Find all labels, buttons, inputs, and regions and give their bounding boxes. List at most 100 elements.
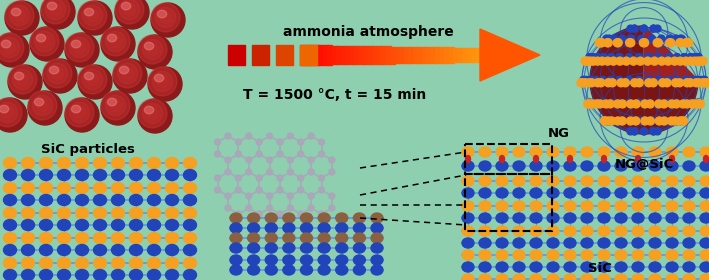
Ellipse shape xyxy=(21,158,35,169)
Ellipse shape xyxy=(115,0,149,29)
Circle shape xyxy=(627,128,634,135)
Circle shape xyxy=(584,100,593,108)
Circle shape xyxy=(627,25,634,32)
Ellipse shape xyxy=(615,188,627,198)
Circle shape xyxy=(608,117,615,125)
Bar xyxy=(376,46,381,64)
Circle shape xyxy=(625,54,632,61)
Circle shape xyxy=(647,100,654,108)
Circle shape xyxy=(613,100,622,108)
Ellipse shape xyxy=(101,27,130,56)
Ellipse shape xyxy=(598,176,610,186)
Ellipse shape xyxy=(78,65,112,99)
Circle shape xyxy=(287,169,294,175)
Circle shape xyxy=(621,79,630,87)
Ellipse shape xyxy=(30,27,64,61)
Circle shape xyxy=(687,99,694,106)
Ellipse shape xyxy=(666,201,678,211)
Circle shape xyxy=(625,76,632,83)
Ellipse shape xyxy=(601,155,606,162)
Ellipse shape xyxy=(86,74,99,85)
Bar xyxy=(453,48,458,62)
Circle shape xyxy=(625,39,634,47)
Ellipse shape xyxy=(30,27,59,56)
Circle shape xyxy=(686,79,694,87)
Ellipse shape xyxy=(700,226,709,236)
Ellipse shape xyxy=(533,155,539,162)
Ellipse shape xyxy=(111,220,125,230)
Ellipse shape xyxy=(247,243,259,253)
Circle shape xyxy=(656,54,662,61)
Ellipse shape xyxy=(700,262,709,272)
Ellipse shape xyxy=(0,105,9,113)
Circle shape xyxy=(593,79,602,87)
Ellipse shape xyxy=(0,98,27,132)
Circle shape xyxy=(656,54,662,61)
Bar xyxy=(394,46,399,64)
Circle shape xyxy=(681,99,688,106)
Circle shape xyxy=(277,211,283,217)
Ellipse shape xyxy=(530,176,542,186)
Circle shape xyxy=(587,76,594,83)
Circle shape xyxy=(674,76,681,83)
Circle shape xyxy=(698,57,706,65)
Ellipse shape xyxy=(184,169,196,181)
Circle shape xyxy=(598,57,606,65)
Ellipse shape xyxy=(371,255,383,265)
Circle shape xyxy=(594,99,601,106)
Ellipse shape xyxy=(105,95,125,116)
Ellipse shape xyxy=(157,76,169,87)
Circle shape xyxy=(267,169,272,175)
Ellipse shape xyxy=(649,250,661,260)
Ellipse shape xyxy=(111,258,125,269)
Circle shape xyxy=(287,133,294,139)
Circle shape xyxy=(666,39,674,47)
Circle shape xyxy=(589,99,596,106)
Ellipse shape xyxy=(1,40,11,48)
Ellipse shape xyxy=(283,243,295,253)
Ellipse shape xyxy=(94,207,106,218)
Circle shape xyxy=(674,54,681,61)
Ellipse shape xyxy=(547,176,559,186)
Ellipse shape xyxy=(230,223,242,233)
Ellipse shape xyxy=(34,31,55,52)
Circle shape xyxy=(666,39,675,47)
Circle shape xyxy=(688,76,696,83)
Circle shape xyxy=(701,76,708,83)
Ellipse shape xyxy=(165,244,179,255)
Ellipse shape xyxy=(40,207,52,218)
Circle shape xyxy=(616,57,624,65)
Bar xyxy=(390,46,395,64)
Circle shape xyxy=(246,205,252,211)
Ellipse shape xyxy=(318,223,330,233)
Ellipse shape xyxy=(462,238,474,248)
Circle shape xyxy=(691,99,698,106)
Ellipse shape xyxy=(496,201,508,211)
Ellipse shape xyxy=(105,31,125,52)
Circle shape xyxy=(256,139,262,145)
Circle shape xyxy=(635,79,643,87)
Circle shape xyxy=(640,25,647,32)
Circle shape xyxy=(600,99,607,106)
Circle shape xyxy=(631,128,638,135)
Circle shape xyxy=(588,100,597,108)
Circle shape xyxy=(586,99,593,106)
Circle shape xyxy=(694,54,701,61)
Circle shape xyxy=(647,117,654,125)
Circle shape xyxy=(654,39,662,47)
Circle shape xyxy=(308,157,314,163)
Ellipse shape xyxy=(530,188,542,198)
Text: T = 1500 °C, t = 15 min: T = 1500 °C, t = 15 min xyxy=(243,88,427,102)
Ellipse shape xyxy=(40,258,52,269)
Circle shape xyxy=(619,118,625,125)
Circle shape xyxy=(235,175,241,181)
Circle shape xyxy=(619,35,625,42)
Ellipse shape xyxy=(130,158,143,169)
Ellipse shape xyxy=(564,201,576,211)
Ellipse shape xyxy=(615,176,627,186)
Ellipse shape xyxy=(14,72,23,80)
Bar xyxy=(408,47,413,63)
Circle shape xyxy=(605,118,613,125)
Circle shape xyxy=(699,57,707,65)
Ellipse shape xyxy=(649,262,661,272)
